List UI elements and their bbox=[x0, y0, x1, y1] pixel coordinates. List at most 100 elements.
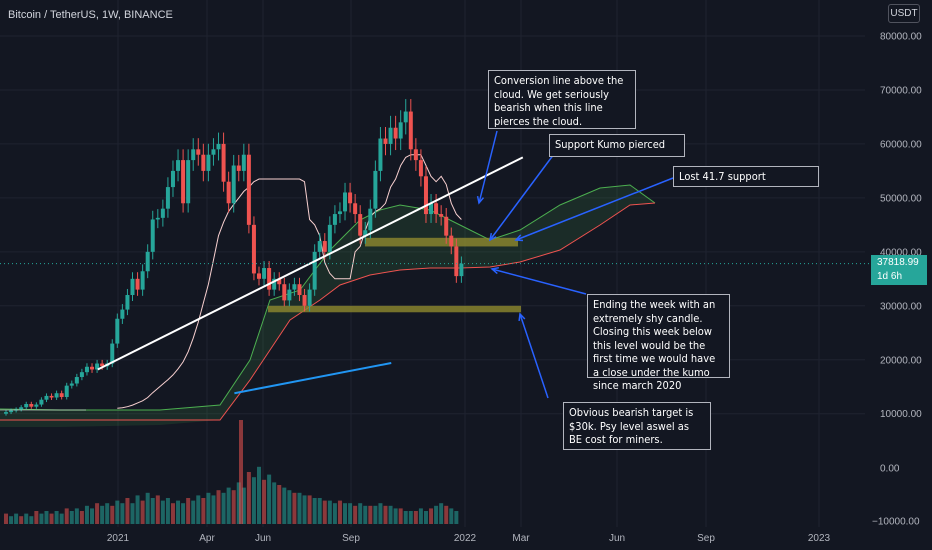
annotation-shy-candle[interactable]: Ending the week with an extremely shy ca… bbox=[587, 294, 730, 392]
volume-bar bbox=[186, 498, 191, 524]
candle bbox=[186, 160, 191, 204]
volume-tick-label: −10000.00 bbox=[872, 517, 920, 528]
annotation-kumo-pierced[interactable]: Support Kumo pierced bbox=[549, 134, 685, 157]
volume-bar bbox=[272, 482, 277, 524]
candle bbox=[9, 410, 14, 413]
currency-button[interactable]: USDT bbox=[888, 4, 920, 23]
last-price-tag: 37818.99 1d 6h bbox=[871, 255, 927, 285]
time-tick-label: Mar bbox=[512, 533, 530, 544]
candle bbox=[423, 176, 428, 215]
volume-bar bbox=[59, 513, 64, 524]
candle bbox=[403, 111, 408, 123]
volume-bar bbox=[95, 503, 100, 524]
volume-bar bbox=[115, 500, 120, 524]
candle bbox=[378, 138, 383, 171]
candle bbox=[292, 284, 297, 290]
volume-bar bbox=[267, 474, 272, 524]
volume-bar bbox=[353, 505, 358, 524]
time-tick-label: Sep bbox=[697, 533, 715, 544]
candle bbox=[4, 412, 8, 414]
candle bbox=[272, 278, 277, 290]
volume-bar bbox=[34, 511, 39, 524]
candle bbox=[181, 160, 186, 204]
candle bbox=[393, 127, 398, 139]
volume-bar bbox=[221, 492, 226, 524]
annotation-lost-support[interactable]: Lost 41.7 support bbox=[673, 166, 819, 187]
candle bbox=[429, 203, 434, 215]
volume-bar bbox=[332, 503, 337, 524]
price-tick-label: 70000.00 bbox=[880, 85, 922, 96]
volume-bar bbox=[282, 487, 287, 524]
moving-average bbox=[234, 362, 392, 395]
annotation-arrowhead bbox=[488, 232, 497, 242]
candle bbox=[29, 404, 34, 407]
candle bbox=[24, 404, 29, 408]
candlesticks bbox=[4, 99, 464, 416]
candle bbox=[19, 407, 24, 410]
candle bbox=[312, 251, 317, 290]
volume-bar bbox=[170, 503, 175, 524]
annotation-bearish-target[interactable]: Obvious bearish target is $30k. Psy leve… bbox=[563, 402, 711, 450]
annotation-arrow bbox=[478, 130, 498, 204]
annotation-arrow bbox=[491, 268, 587, 295]
volume-bar bbox=[24, 513, 29, 524]
annotation-conversion-line[interactable]: Conversion line above the cloud. We get … bbox=[488, 70, 636, 129]
candle bbox=[54, 393, 59, 398]
time-tick-label: Jun bbox=[609, 533, 625, 544]
volume-bar bbox=[434, 505, 439, 524]
volume-bar bbox=[150, 498, 155, 524]
candle bbox=[206, 154, 211, 171]
volume-bar bbox=[287, 490, 292, 524]
candle bbox=[100, 363, 105, 367]
candle bbox=[388, 127, 393, 144]
candle bbox=[317, 241, 322, 252]
candle bbox=[95, 363, 100, 370]
candle bbox=[130, 278, 135, 296]
volume-bar bbox=[155, 495, 160, 524]
time-tick-label: 2021 bbox=[107, 533, 130, 544]
candle bbox=[449, 235, 454, 247]
cloud-bottom-line bbox=[0, 202, 656, 421]
candle bbox=[353, 203, 358, 215]
volume-bar bbox=[277, 485, 282, 524]
volume-bar bbox=[408, 511, 413, 524]
volume-bar bbox=[206, 492, 211, 524]
candle bbox=[282, 284, 287, 301]
candle bbox=[454, 246, 459, 277]
candle bbox=[125, 295, 130, 310]
candle bbox=[262, 268, 267, 279]
volume-bar bbox=[292, 492, 297, 524]
volume-bar bbox=[317, 498, 322, 524]
candle bbox=[418, 160, 423, 177]
volume-bar bbox=[236, 482, 241, 524]
time-tick-label: Apr bbox=[199, 533, 215, 544]
candle bbox=[90, 366, 95, 370]
candle bbox=[287, 289, 292, 301]
symbol-title[interactable]: Bitcoin / TetherUS, 1W, BINANCE bbox=[8, 9, 173, 21]
trend-line-group bbox=[0, 156, 524, 411]
volume-bar bbox=[337, 500, 342, 524]
volume-bar bbox=[181, 503, 186, 524]
volume-bar bbox=[302, 495, 307, 524]
volume-bar bbox=[363, 505, 368, 524]
candle bbox=[322, 241, 327, 252]
candle bbox=[115, 318, 120, 344]
volume-bar bbox=[135, 495, 140, 524]
candle bbox=[459, 263, 464, 277]
candle bbox=[135, 278, 140, 290]
candle bbox=[196, 149, 201, 155]
volume-bar bbox=[196, 495, 201, 524]
volume-bar bbox=[257, 466, 261, 524]
volume-bar bbox=[54, 511, 59, 524]
volume-bar bbox=[368, 505, 373, 524]
candle bbox=[39, 399, 44, 405]
candle bbox=[327, 224, 332, 252]
candle bbox=[373, 170, 378, 209]
support-zone bbox=[268, 305, 521, 313]
candle bbox=[246, 154, 251, 225]
candle bbox=[191, 149, 196, 161]
time-tick-label: Jun bbox=[255, 533, 271, 544]
candle bbox=[69, 383, 74, 386]
